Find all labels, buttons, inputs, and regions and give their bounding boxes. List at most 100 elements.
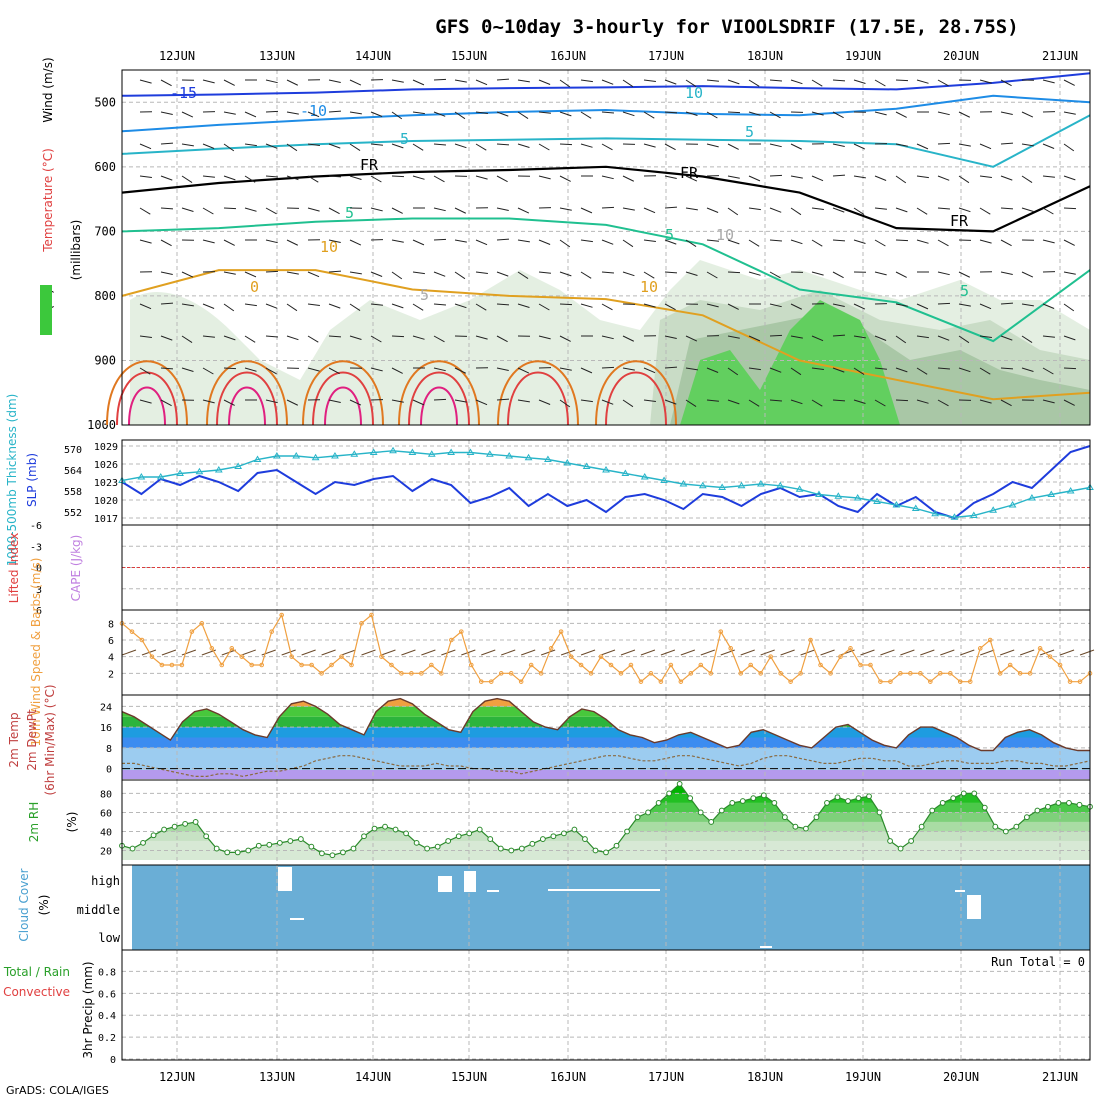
thickness-marker bbox=[969, 511, 978, 518]
rh-marker bbox=[729, 800, 736, 806]
lifted-tick: 0 bbox=[36, 564, 42, 575]
wind-barb bbox=[475, 335, 488, 340]
wind-barb bbox=[481, 649, 496, 656]
wind-speed-marker bbox=[339, 654, 344, 659]
wind-barb bbox=[202, 303, 215, 309]
wind-barb bbox=[265, 175, 278, 178]
wind-barb bbox=[454, 143, 467, 149]
wind-barb bbox=[496, 111, 509, 117]
wind-barb bbox=[1021, 271, 1034, 278]
wind-barb bbox=[223, 79, 235, 86]
wind-speed-marker bbox=[538, 671, 544, 676]
wind-barb bbox=[769, 207, 782, 213]
wind-barb bbox=[601, 175, 614, 180]
wind-barb bbox=[391, 367, 403, 374]
rh-marker bbox=[950, 795, 957, 802]
contour-label: 10 bbox=[640, 278, 658, 296]
wind-barb bbox=[895, 335, 907, 344]
wind-speed-marker bbox=[209, 646, 215, 651]
wind-barb bbox=[832, 79, 846, 82]
wind-barb bbox=[349, 175, 362, 180]
wind-barb bbox=[853, 79, 866, 84]
rh-marker bbox=[908, 838, 915, 844]
rh-marker bbox=[245, 847, 252, 854]
rh-marker bbox=[550, 833, 557, 840]
wind-barb bbox=[1059, 649, 1075, 656]
wind-barb bbox=[958, 367, 971, 373]
wind-speed-marker bbox=[389, 662, 394, 668]
wind-barb bbox=[349, 143, 361, 151]
isotherm-line bbox=[121, 165, 1091, 233]
rh-marker bbox=[813, 814, 820, 821]
rh-marker bbox=[634, 814, 641, 821]
wind-barb bbox=[370, 175, 382, 183]
wind-speed-marker bbox=[179, 662, 185, 668]
thickness-marker bbox=[544, 455, 552, 462]
rh-band bbox=[122, 783, 1090, 794]
thickness-marker bbox=[1028, 494, 1036, 501]
wind-barb bbox=[727, 367, 739, 376]
wind-barb bbox=[559, 79, 571, 88]
wind-barb bbox=[412, 79, 425, 86]
cloud-axis-label: Cloud Cover bbox=[17, 868, 31, 941]
wind-barb bbox=[979, 175, 992, 178]
rh-marker bbox=[361, 833, 367, 840]
wind-barb bbox=[433, 303, 446, 306]
diurnal-contour bbox=[128, 386, 166, 426]
wind-speed-marker bbox=[898, 671, 903, 676]
wind-barb bbox=[580, 207, 593, 214]
cloud-panel: high middle low Cloud Cover (%) bbox=[17, 864, 1091, 951]
wind-barb bbox=[760, 649, 775, 656]
thickness-marker bbox=[795, 485, 804, 492]
wind-barb bbox=[853, 399, 866, 404]
wind-barb bbox=[664, 175, 677, 179]
wind-barb bbox=[223, 239, 235, 246]
wind-speed-marker bbox=[159, 662, 165, 668]
wind-barb bbox=[286, 335, 299, 341]
wind-barb bbox=[640, 649, 656, 656]
thickness-marker bbox=[892, 501, 901, 508]
diurnal-contour bbox=[595, 360, 677, 426]
thickness-marker bbox=[427, 450, 436, 457]
wind-barb bbox=[433, 78, 447, 81]
wind-barb bbox=[496, 303, 510, 306]
wind-barb bbox=[161, 649, 177, 656]
wind-speed-marker bbox=[169, 662, 175, 668]
rh-marker bbox=[855, 795, 862, 802]
wind-barb bbox=[769, 399, 782, 402]
date-label-top: 18JUN bbox=[747, 49, 783, 63]
date-label-bottom: 18JUN bbox=[747, 1070, 783, 1084]
wind-barb bbox=[391, 335, 405, 338]
wind-barb bbox=[160, 239, 172, 247]
wind-barb bbox=[496, 143, 510, 146]
rh-marker bbox=[424, 845, 431, 852]
wind-barb bbox=[1042, 335, 1055, 338]
precip-total-label: Total / Rain bbox=[3, 965, 70, 979]
wind-barb bbox=[874, 367, 887, 370]
wind-barb bbox=[643, 303, 656, 308]
wind-barb bbox=[811, 111, 824, 116]
wind-barb bbox=[244, 335, 256, 343]
rh-marker bbox=[392, 826, 399, 833]
rh-marker bbox=[897, 845, 904, 852]
wind-barb bbox=[727, 143, 739, 150]
wind-barb bbox=[622, 111, 635, 117]
wind-barb bbox=[664, 303, 676, 311]
wind-barb bbox=[769, 239, 782, 242]
wind-barb bbox=[832, 303, 845, 307]
cape-axis-label: CAPE (J/kg) bbox=[69, 535, 83, 602]
wind-barb bbox=[1021, 335, 1033, 343]
wind-barb bbox=[832, 334, 846, 337]
wind-barb bbox=[391, 111, 403, 120]
wind-barb bbox=[349, 111, 362, 115]
wind-barb bbox=[685, 79, 697, 87]
wind-barb bbox=[748, 175, 761, 182]
wind-barb bbox=[960, 649, 975, 656]
wind-barb bbox=[441, 649, 456, 656]
wind-barb bbox=[601, 143, 613, 151]
diurnal-contour bbox=[408, 371, 470, 426]
wind-speed-marker bbox=[588, 671, 594, 676]
wind-speed-marker bbox=[558, 629, 564, 634]
wind-barb bbox=[727, 303, 739, 310]
thickness-marker bbox=[1008, 501, 1017, 508]
